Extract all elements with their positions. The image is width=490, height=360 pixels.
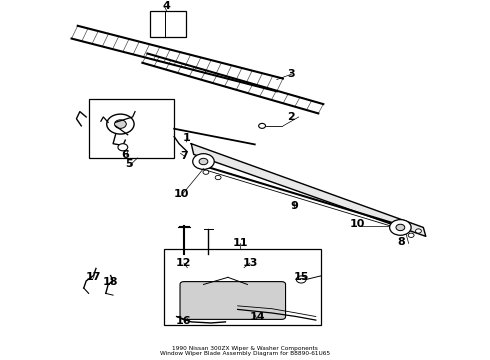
Circle shape (199, 158, 208, 165)
Text: 11: 11 (232, 238, 248, 248)
Circle shape (296, 276, 306, 283)
Text: 5: 5 (125, 159, 132, 169)
Text: 3: 3 (288, 69, 295, 79)
Circle shape (408, 233, 414, 238)
Text: 16: 16 (176, 316, 192, 326)
Text: 15: 15 (294, 272, 309, 282)
Bar (89, 99, 174, 158)
Circle shape (115, 120, 126, 129)
Text: 10: 10 (350, 219, 365, 229)
Text: 17: 17 (86, 272, 101, 282)
Text: 10: 10 (174, 189, 189, 199)
Text: 4: 4 (163, 1, 171, 12)
Bar (164, 249, 321, 325)
Circle shape (396, 224, 405, 231)
Text: 7: 7 (180, 151, 188, 161)
Circle shape (203, 170, 209, 174)
Circle shape (390, 220, 411, 235)
Text: 8: 8 (397, 237, 405, 247)
Circle shape (193, 154, 214, 169)
Text: 12: 12 (176, 258, 192, 268)
Text: 13: 13 (242, 258, 258, 268)
Bar (150, 11, 186, 37)
Circle shape (259, 123, 266, 129)
Circle shape (416, 229, 421, 233)
Text: 2: 2 (288, 112, 295, 122)
Text: 6: 6 (122, 150, 129, 161)
Text: 1990 Nissan 300ZX Wiper & Washer Components
Window Wiper Blade Assembly Diagram : 1990 Nissan 300ZX Wiper & Washer Compone… (160, 346, 330, 356)
Polygon shape (191, 144, 426, 237)
Circle shape (118, 144, 128, 151)
Circle shape (107, 114, 134, 134)
Text: 9: 9 (290, 201, 298, 211)
Text: 14: 14 (249, 312, 265, 322)
Circle shape (215, 175, 221, 180)
FancyBboxPatch shape (180, 282, 286, 319)
Text: 1: 1 (182, 133, 190, 143)
Text: 18: 18 (103, 276, 119, 287)
